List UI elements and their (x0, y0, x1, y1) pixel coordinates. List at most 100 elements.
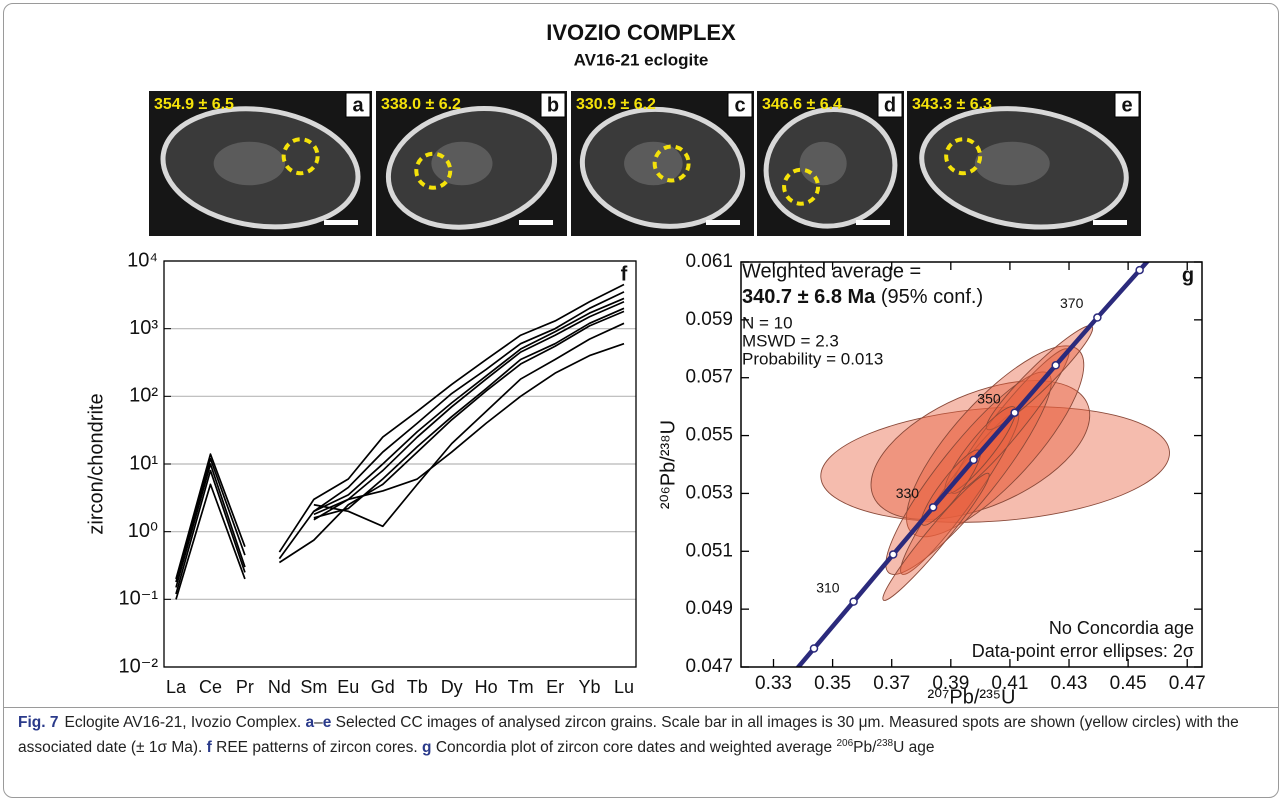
ree-line (314, 308, 624, 518)
x-tick-label: Eu (337, 677, 359, 697)
y-tick-label: 10⁴ (127, 249, 158, 271)
zircon-zone (975, 142, 1050, 186)
y-tick-label: 0.051 (685, 540, 733, 561)
annotation: 340.7 ± 6.8 Ma (95% conf.) (742, 286, 983, 308)
separator (4, 707, 1278, 708)
x-tick-label: Lu (614, 677, 634, 697)
x-tick-label: Gd (371, 677, 395, 697)
y-tick-label: 10³ (129, 317, 158, 339)
x-axis-label: ²⁰⁷Pb/²³⁵U (928, 686, 1016, 707)
y-tick-label: 0.055 (685, 425, 733, 446)
image-label: d (884, 94, 896, 116)
x-tick-label: Tb (407, 677, 428, 697)
image-age: 330.9 ± 6.2 (576, 96, 656, 113)
x-tick-label: 0.37 (873, 673, 910, 694)
y-tick-label: 0.047 (685, 656, 733, 677)
x-tick-label: 0.33 (755, 673, 792, 694)
zircon-zone (800, 142, 847, 186)
x-tick-label: 0.45 (1110, 673, 1147, 694)
x-tick-label: 0.43 (1051, 673, 1088, 694)
caption-text: U age (893, 739, 934, 756)
x-tick-label: Dy (441, 677, 463, 697)
y-tick-label: 10¹ (129, 452, 158, 474)
ree-line (279, 284, 624, 552)
concordia-age-label: 370 (1060, 295, 1084, 311)
y-tick-label: 10² (129, 385, 158, 407)
weighted-age: 340.7 ± 6.8 Ma (742, 286, 876, 308)
caption-text: Concordia plot of zircon core dates and … (432, 739, 837, 756)
x-tick-label: Ho (475, 677, 498, 697)
annotation: N = 10 (742, 313, 793, 332)
concordia-age-label: 350 (977, 390, 1001, 406)
concordia-point (850, 598, 857, 605)
annotation: Weighted average = (742, 260, 921, 282)
concordia-point (1136, 267, 1143, 274)
concordia-point (930, 504, 937, 511)
annotation: No Concordia age (1049, 618, 1194, 638)
confidence: (95% conf.) (875, 286, 983, 308)
image-age: 343.3 ± 6.3 (912, 96, 992, 113)
x-tick-label: Tm (508, 677, 534, 697)
y-tick-label: 0.059 (685, 309, 733, 330)
x-tick-label: Er (546, 677, 564, 697)
concordia-age-label: 310 (816, 579, 840, 595)
image-age: 338.0 ± 6.2 (381, 96, 461, 113)
y-tick-label: 0.057 (685, 367, 733, 388)
caption-text: Eclogite AV16-21, Ivozio Complex. (64, 714, 305, 731)
figure-graphics: IVOZIO COMPLEX AV16-21 eclogite 354.9 ± … (4, 4, 1278, 707)
y-tick-label: 10⁻¹ (119, 588, 159, 610)
y-tick-label: 10⁰ (128, 520, 158, 542)
caption-sup: 238 (876, 738, 893, 749)
concordia-point (1052, 362, 1059, 369)
concordia-point (970, 456, 977, 463)
image-label: a (352, 94, 364, 116)
caption-text: REE patterns of zircon cores. (212, 739, 422, 756)
scale-bar (706, 220, 740, 225)
scale-bar (1093, 220, 1127, 225)
annotation: Probability = 0.013 (742, 349, 883, 368)
scale-bar (519, 220, 553, 225)
y-tick-label: 0.049 (685, 598, 733, 619)
x-tick-label: Sm (300, 677, 327, 697)
image-label: e (1121, 94, 1132, 116)
panel-label: f (621, 263, 628, 285)
y-tick-label: 0.053 (685, 482, 733, 503)
zircon-zone (431, 142, 492, 186)
panel-label: g (1182, 264, 1194, 286)
image-label: b (547, 94, 559, 116)
scale-bar (324, 220, 358, 225)
image-age: 354.9 ± 6.5 (154, 96, 234, 113)
y-tick-label: 0.061 (685, 251, 733, 272)
y-axis-label: ²⁰⁶Pb/²³⁸U (657, 420, 679, 509)
scale-bar (856, 220, 890, 225)
concordia-age-label: 330 (896, 485, 920, 501)
figure: IVOZIO COMPLEX AV16-21 eclogite 354.9 ± … (3, 3, 1279, 798)
caption-bold: g (422, 739, 431, 756)
annotation: Data-point error ellipses: 2σ (972, 641, 1194, 661)
image-label: c (734, 94, 745, 116)
subtitle: AV16-21 eclogite (574, 50, 709, 69)
x-tick-label: La (166, 677, 187, 697)
concordia-point (810, 645, 817, 652)
image-age: 346.6 ± 6.4 (762, 96, 842, 113)
x-tick-label: 0.47 (1169, 673, 1206, 694)
y-axis-label: zircon/chondrite (85, 393, 107, 534)
x-tick-label: Yb (579, 677, 601, 697)
caption-label: Fig. 7 (18, 714, 58, 731)
caption-bold: a (305, 714, 314, 731)
ree-line (279, 292, 624, 559)
caption-text: – (314, 714, 323, 731)
title: IVOZIO COMPLEX (546, 20, 736, 45)
caption-sup: 206 (836, 738, 853, 749)
zircon-zone (214, 142, 285, 186)
x-tick-label: Pr (236, 677, 254, 697)
y-tick-label: 10⁻² (119, 655, 159, 677)
x-tick-label: Ce (199, 677, 222, 697)
x-tick-label: Nd (268, 677, 291, 697)
x-tick-label: 0.35 (814, 673, 851, 694)
caption-text: Pb/ (853, 739, 876, 756)
caption: Fig. 7Eclogite AV16-21, Ivozio Complex. … (18, 710, 1268, 760)
ree-line (314, 302, 624, 520)
concordia-point (1094, 314, 1101, 321)
concordia-point (890, 551, 897, 558)
